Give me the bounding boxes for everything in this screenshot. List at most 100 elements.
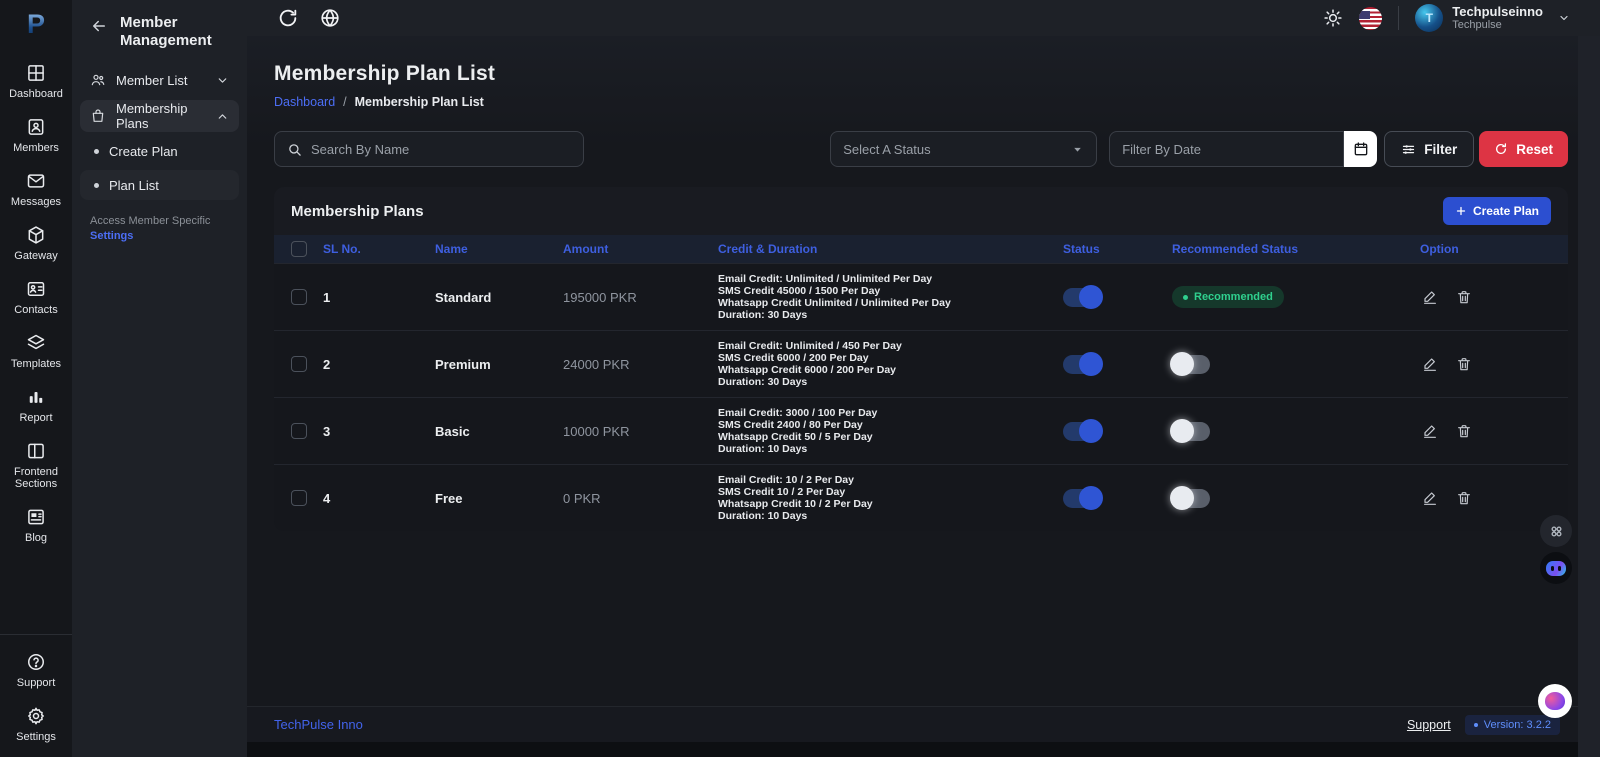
sidebar-item-label: Frontend Sections <box>13 466 59 490</box>
brand-logo[interactable]: P <box>27 2 45 46</box>
filter-button[interactable]: Filter <box>1384 131 1475 167</box>
reset-button[interactable]: Reset <box>1479 131 1568 167</box>
row-checkbox[interactable] <box>291 490 307 506</box>
cell-sl: 3 <box>323 423 331 439</box>
sidebar-item-contacts[interactable]: Contacts <box>1 279 71 316</box>
row-checkbox[interactable] <box>291 289 307 305</box>
footer-brand-link[interactable]: TechPulse Inno <box>274 717 363 732</box>
edit-icon[interactable] <box>1422 490 1438 506</box>
column-header-name[interactable]: Name <box>435 242 468 256</box>
sidebar-item-label: Support <box>16 677 56 689</box>
credit-line-whatsapp: Whatsapp Credit 10 / 2 Per Day <box>718 498 873 510</box>
credit-line-whatsapp: Whatsapp Credit 6000 / 200 Per Day <box>718 364 896 376</box>
sidebar-item-templates[interactable]: Templates <box>1 333 71 370</box>
status-select[interactable]: Select A Status <box>830 131 1098 167</box>
back-arrow-icon[interactable] <box>90 17 108 35</box>
cell-credit-duration: Email Credit: Unlimited / Unlimited Per … <box>718 273 1063 321</box>
page-footer: TechPulse Inno Support Version: 3.2.2 <box>247 706 1600 742</box>
scrollbar-track[interactable] <box>1578 36 1600 757</box>
brain-icon <box>1545 692 1565 710</box>
sidebar-item-members[interactable]: Members <box>1 117 71 154</box>
delete-icon[interactable] <box>1456 423 1472 439</box>
recommended-toggle-off[interactable] <box>1170 419 1210 443</box>
breadcrumb-current: Membership Plan List <box>354 95 484 109</box>
sidebar-item-blog[interactable]: Blog <box>1 507 71 544</box>
search-input[interactable] <box>311 141 571 157</box>
status-toggle-on[interactable] <box>1063 419 1103 443</box>
sidebar-item-label: Messages <box>10 196 62 208</box>
widget-grid-button[interactable] <box>1540 515 1572 547</box>
table-row: 2 Premium 24000 PKR Email Credit: Unlimi… <box>274 330 1568 397</box>
globe-icon[interactable] <box>319 7 341 29</box>
icon-sidebar: P Dashboard Members Messages Gateway Con… <box>0 0 72 757</box>
delete-icon[interactable] <box>1456 490 1472 506</box>
topbar: T Techpulseinno Techpulse <box>247 0 1600 36</box>
recommended-toggle-off[interactable] <box>1170 486 1210 510</box>
create-plan-button[interactable]: Create Plan <box>1442 197 1551 225</box>
sidebar-item-report[interactable]: Report <box>1 387 71 424</box>
search-box <box>274 131 584 167</box>
language-flag-us[interactable] <box>1359 6 1383 30</box>
row-checkbox[interactable] <box>291 423 307 439</box>
breadcrumb: Dashboard / Membership Plan List <box>274 95 1568 109</box>
menu-item-member-list[interactable]: Member List <box>80 64 239 96</box>
select-all-checkbox[interactable] <box>291 241 307 257</box>
ai-assistant-button[interactable] <box>1538 684 1572 718</box>
delete-icon[interactable] <box>1456 356 1472 372</box>
chatbot-button[interactable] <box>1540 552 1572 584</box>
menu-item-membership-plans[interactable]: Membership Plans <box>80 100 239 132</box>
cell-amount: 195000 PKR <box>563 289 637 305</box>
sidebar-item-label: Gateway <box>14 250 58 262</box>
sidebar-item-settings[interactable]: Settings <box>1 706 71 743</box>
theme-toggle-sun-icon[interactable] <box>1323 8 1343 28</box>
table-row: 4 Free 0 PKR Email Credit: 10 / 2 Per Da… <box>274 464 1568 531</box>
sidebar-item-dashboard[interactable]: Dashboard <box>1 63 71 100</box>
calendar-button[interactable] <box>1344 131 1378 167</box>
topbar-divider <box>1398 6 1400 30</box>
status-toggle-on[interactable] <box>1063 285 1103 309</box>
breadcrumb-dashboard-link[interactable]: Dashboard <box>274 95 336 109</box>
bullet-icon <box>94 182 99 188</box>
page-title: Membership Plan List <box>274 62 496 85</box>
member-settings-link[interactable]: Settings <box>90 230 134 242</box>
column-header-status[interactable]: Status <box>1063 242 1100 256</box>
row-checkbox[interactable] <box>291 356 307 372</box>
credit-line-duration: Duration: 30 Days <box>718 309 808 321</box>
column-header-credit[interactable]: Credit & Duration <box>718 242 818 256</box>
credit-line-duration: Duration: 10 Days <box>718 510 808 522</box>
menu-item-create-plan[interactable]: Create Plan <box>80 136 239 166</box>
toggle-knob <box>1170 486 1194 510</box>
robot-face-icon <box>1546 560 1566 576</box>
sidebar-item-label: Templates <box>10 358 62 370</box>
user-menu[interactable]: T Techpulseinno Techpulse <box>1415 4 1570 32</box>
status-toggle-on[interactable] <box>1063 352 1103 376</box>
column-header-sl[interactable]: SL No. <box>323 242 361 256</box>
status-toggle-on[interactable] <box>1063 486 1103 510</box>
recommended-toggle-off[interactable] <box>1170 352 1210 376</box>
reset-button-label: Reset <box>1516 141 1553 157</box>
breadcrumb-separator: / <box>343 95 347 109</box>
column-header-amount[interactable]: Amount <box>563 242 609 256</box>
column-header-recommended[interactable]: Recommended Status <box>1172 242 1299 256</box>
menu-item-plan-list[interactable]: Plan List <box>80 170 239 200</box>
delete-icon[interactable] <box>1456 289 1472 305</box>
status-select-value: Select A Status <box>843 141 931 157</box>
date-filter-group <box>1109 131 1378 167</box>
sidebar-item-messages[interactable]: Messages <box>1 171 71 208</box>
column-header-option[interactable]: Option <box>1420 242 1459 256</box>
refresh-icon[interactable] <box>277 7 299 29</box>
edit-icon[interactable] <box>1422 423 1438 439</box>
note-text: Access Member Specific <box>90 215 211 227</box>
sidebar-item-frontend-sections[interactable]: Frontend Sections <box>1 441 71 490</box>
sidebar-item-label: Report <box>19 412 53 424</box>
footer-support-link[interactable]: Support <box>1406 717 1451 732</box>
sidebar-item-support[interactable]: Support <box>1 652 71 689</box>
grid-dots-icon <box>1550 525 1562 537</box>
date-input[interactable] <box>1122 141 1332 157</box>
edit-icon[interactable] <box>1422 356 1438 372</box>
edit-icon[interactable] <box>1422 289 1438 305</box>
module-title: Member Management <box>120 14 212 49</box>
membership-plans-icon <box>92 109 104 122</box>
sidebar-item-gateway[interactable]: Gateway <box>1 225 71 262</box>
cell-recommended <box>1170 486 1420 510</box>
